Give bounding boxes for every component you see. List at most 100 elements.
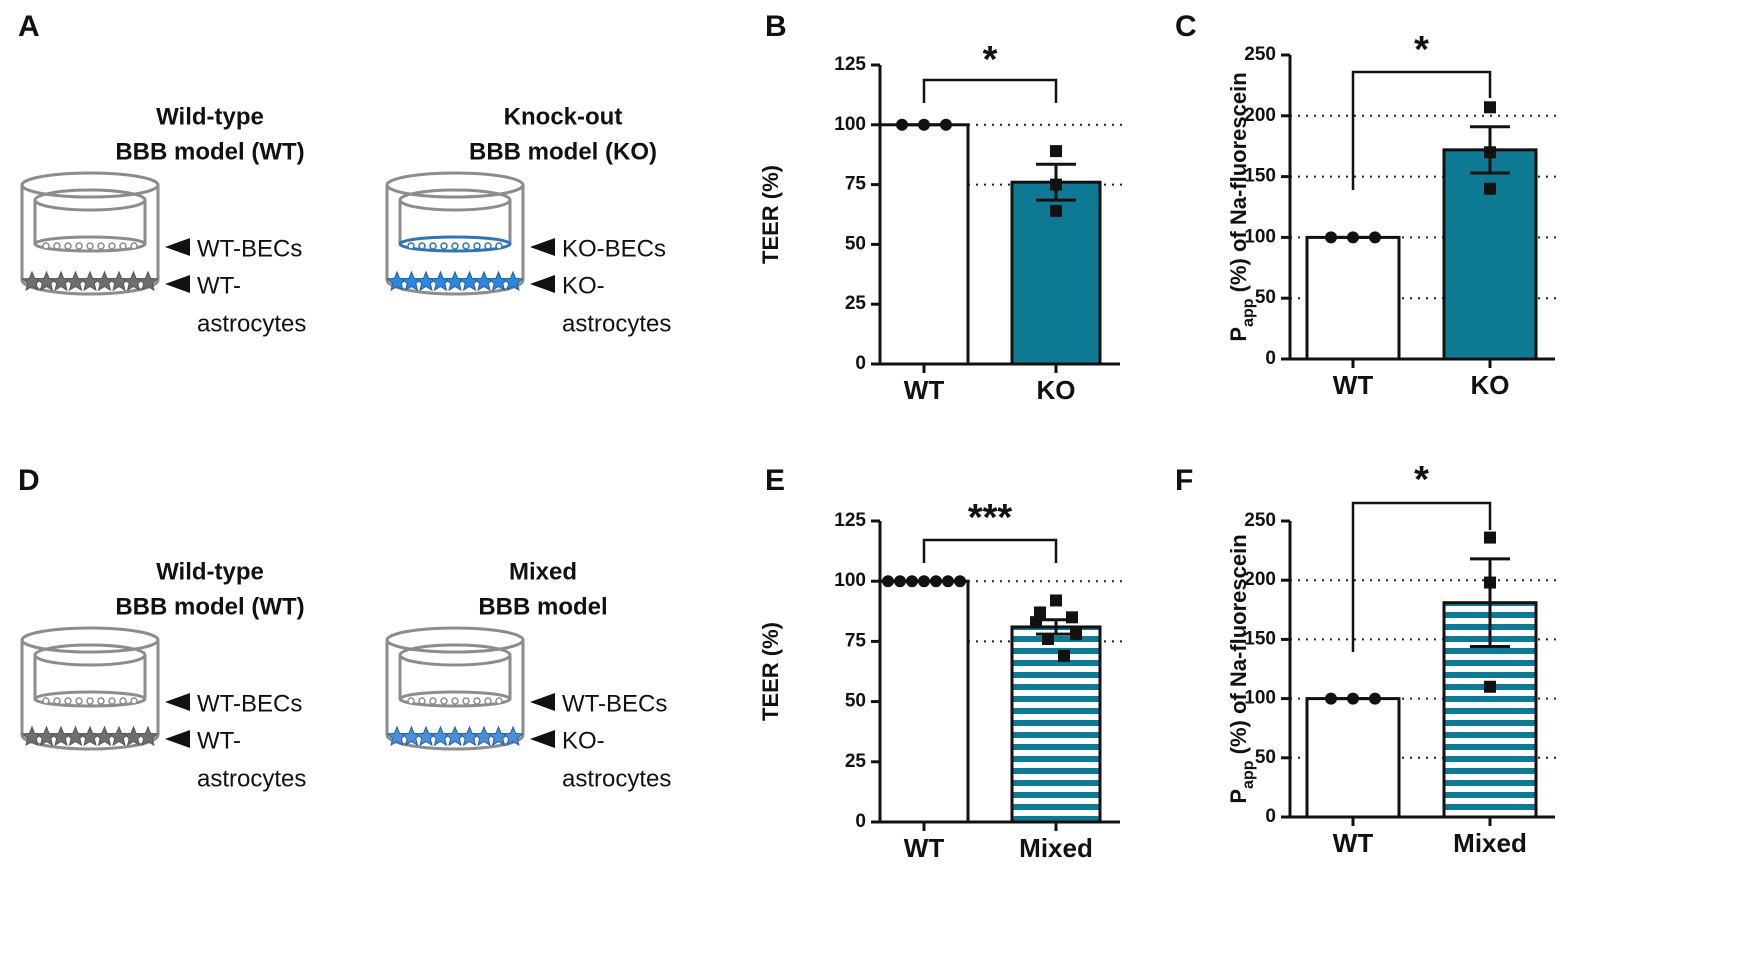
cell-label: WT-	[197, 272, 241, 299]
astrocyte	[473, 270, 495, 292]
cell	[473, 242, 481, 250]
astrocyte	[93, 725, 116, 747]
cell	[429, 697, 437, 705]
data-point	[1058, 649, 1070, 662]
astrocyte	[35, 270, 58, 292]
y-axis-label-part: TEER (%)	[758, 622, 783, 721]
astrocyte	[487, 725, 510, 747]
data-point	[1484, 680, 1496, 693]
y-tick-label: 200	[1244, 105, 1276, 126]
insert-rim	[33, 188, 147, 212]
astrocyte	[79, 270, 101, 292]
cell	[418, 697, 426, 705]
bar	[878, 123, 970, 366]
cell-label: astrocytes	[562, 310, 671, 337]
cell-label: KO-	[562, 272, 605, 299]
y-tick-label: 0	[1265, 806, 1276, 827]
y-tick-label: 100	[834, 114, 866, 135]
y-tick-label: 250	[1244, 44, 1276, 65]
y-axis-label-part: (%) of Na-fluorescein	[1226, 534, 1251, 760]
astrocyte	[444, 725, 466, 747]
cell	[473, 697, 481, 705]
cell	[130, 242, 138, 250]
significance-label: ***	[968, 497, 1013, 539]
y-axis-label-part: app	[1240, 760, 1257, 789]
error-bar	[1036, 618, 1076, 636]
x-tick-label: KO	[1037, 375, 1076, 405]
arrowhead	[165, 275, 190, 293]
data-point	[1050, 594, 1062, 607]
diagram-title: Knock-out	[504, 103, 623, 130]
y-tick-label: 100	[834, 570, 866, 591]
astrocyte	[502, 270, 524, 292]
astrocyte	[50, 270, 72, 292]
astrocyte	[429, 270, 452, 292]
astrocyte	[122, 725, 145, 747]
cell	[418, 242, 426, 250]
astrocyte	[400, 270, 423, 292]
bar	[1442, 148, 1538, 361]
astrocyte	[444, 270, 466, 292]
cell	[64, 242, 72, 250]
y-axis-label-part: (%) of Na-fluorescein	[1226, 72, 1251, 298]
diagram-title: BBB model (WT)	[115, 138, 304, 165]
y-tick-label: 125	[834, 510, 866, 531]
data-point	[1369, 231, 1381, 244]
y-axis-label-part: P	[1226, 327, 1251, 342]
y-axis-label: Papp (%) of Na-fluorescein	[1226, 534, 1257, 803]
cell-layer	[398, 690, 512, 708]
astrocyte	[487, 270, 510, 292]
data-point	[954, 575, 966, 588]
cell	[86, 697, 94, 705]
diagram-title: Wild-type	[156, 103, 264, 130]
diagram-title: Mixed	[509, 558, 577, 585]
y-axis-label: Papp (%) of Na-fluorescein	[1226, 72, 1257, 341]
y-tick-label: 0	[855, 811, 866, 832]
significance-label: *	[1414, 29, 1429, 71]
diagram-title: BBB model	[478, 593, 607, 620]
y-tick-label: 50	[845, 233, 866, 254]
y-axis-label: TEER (%)	[758, 622, 783, 721]
y-tick-label: 150	[1244, 166, 1276, 187]
cell-layer	[33, 235, 147, 253]
cell	[484, 242, 492, 250]
y-tick-label: 0	[1265, 348, 1276, 369]
astrocyte	[458, 270, 481, 292]
astrocyte	[137, 270, 159, 292]
insert-rim	[398, 188, 512, 212]
y-tick-label: 100	[1244, 688, 1276, 709]
y-tick-label: 125	[834, 54, 866, 75]
y-tick-label: 150	[1244, 628, 1276, 649]
insert-wall	[398, 200, 512, 244]
error-bar	[1470, 557, 1510, 649]
x-tick-label: Mixed	[1019, 833, 1093, 863]
significance-label: *	[983, 39, 998, 81]
cell-layer	[398, 235, 512, 253]
cell	[86, 242, 94, 250]
astrocyte	[502, 725, 524, 747]
x-tick-label: WT	[904, 375, 945, 405]
data-point	[882, 575, 894, 588]
arrowhead	[530, 238, 555, 256]
astrocyte	[429, 725, 452, 747]
cell-label: KO-BECs	[562, 235, 666, 262]
panel-label: E	[765, 464, 785, 497]
cell	[451, 242, 459, 250]
insert-wall	[33, 200, 147, 244]
data-point	[942, 575, 954, 588]
cell-label: astrocytes	[562, 765, 671, 792]
cell	[119, 697, 127, 705]
arrowhead	[165, 693, 190, 711]
data-point	[896, 118, 908, 131]
well-rim	[385, 171, 525, 199]
cell-layer	[33, 690, 147, 708]
cell	[451, 697, 459, 705]
cell	[130, 697, 138, 705]
bar	[1305, 235, 1401, 361]
x-tick-label: WT	[1333, 828, 1374, 858]
astrocyte	[415, 270, 437, 292]
astrocyte	[137, 725, 159, 747]
cell	[119, 242, 127, 250]
cell	[75, 242, 83, 250]
